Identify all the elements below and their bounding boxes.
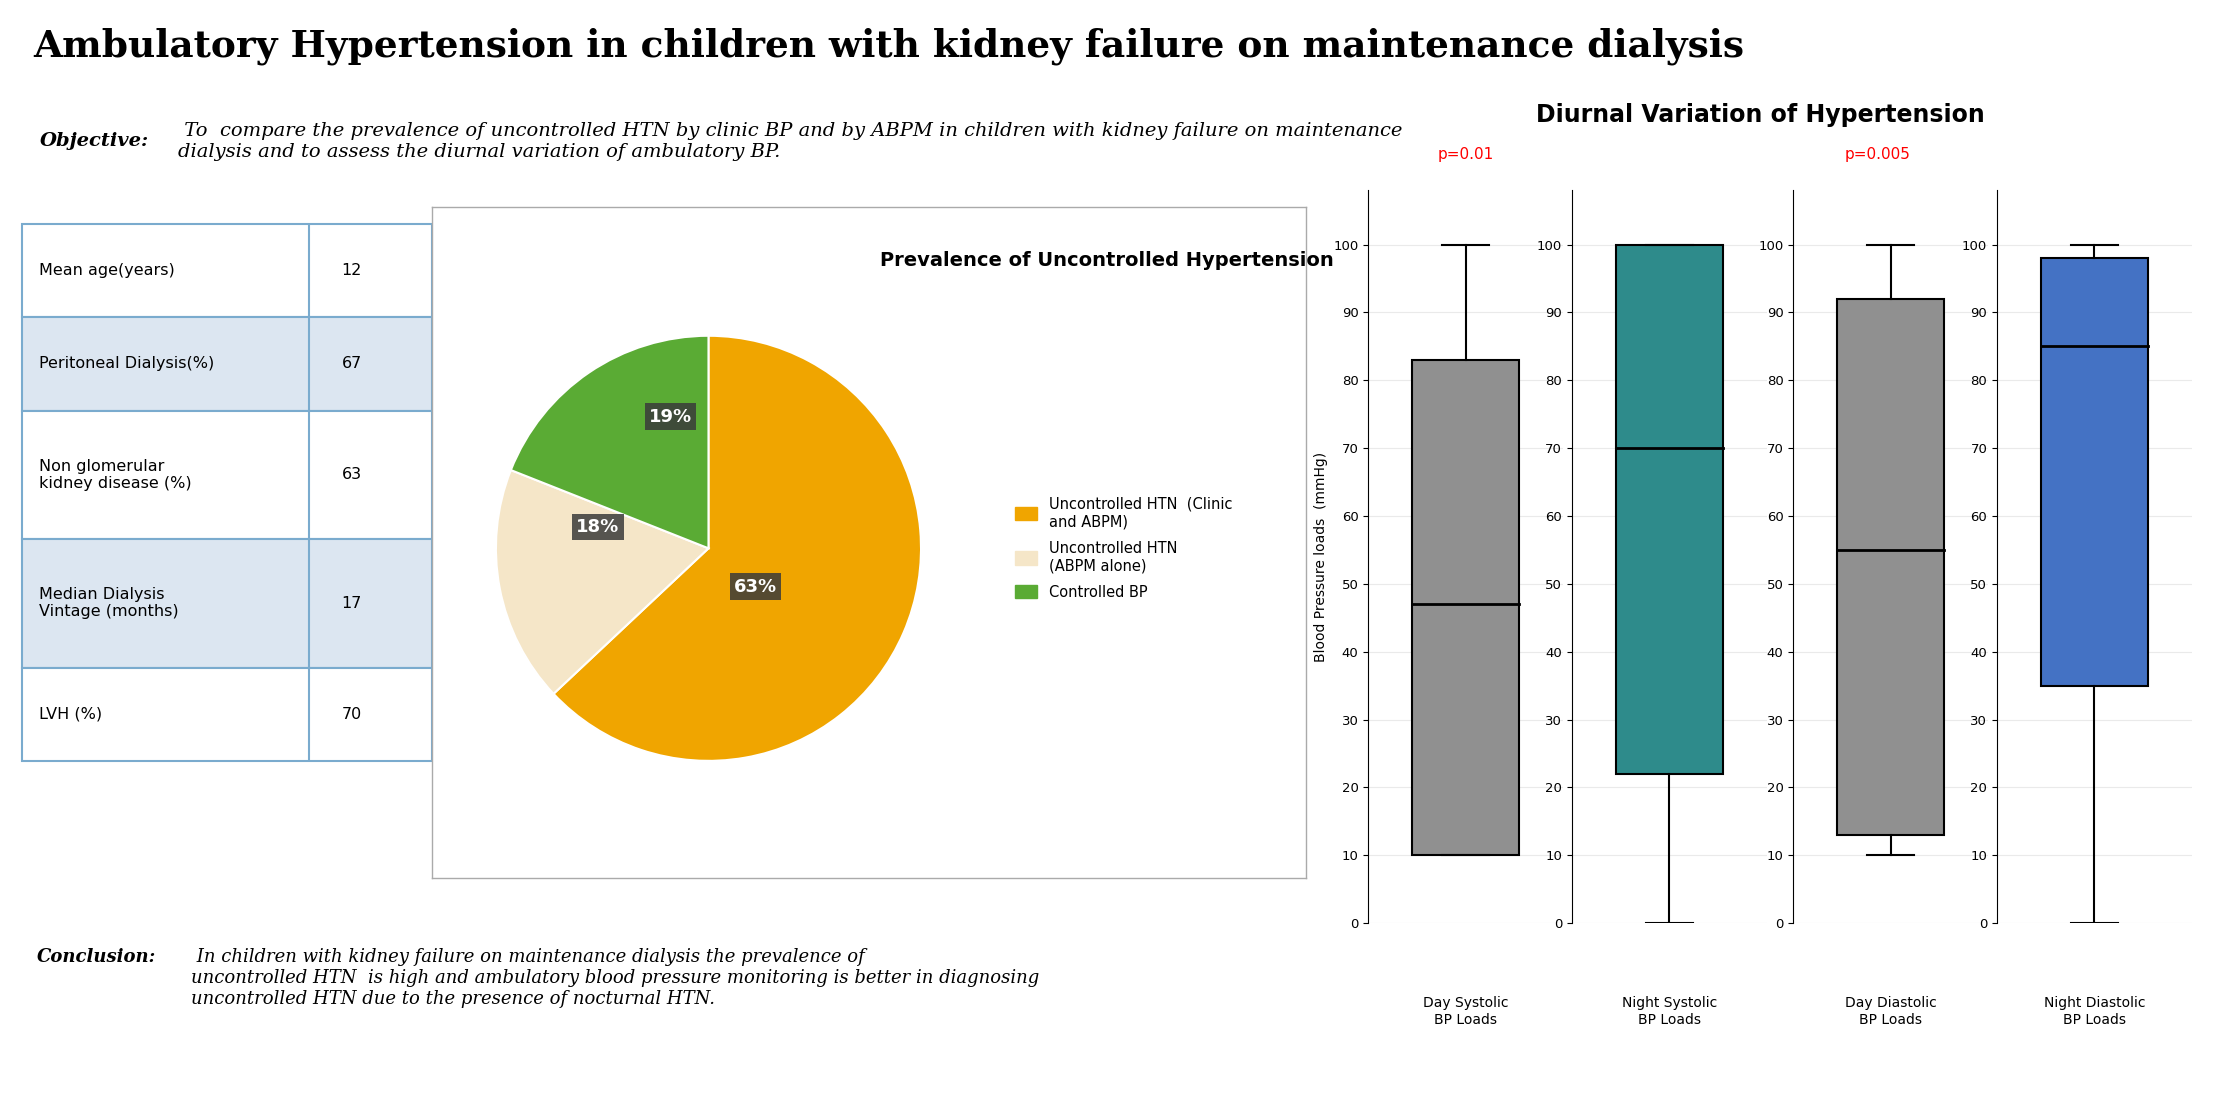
Text: Non glomerular
kidney disease (%): Non glomerular kidney disease (%) <box>38 459 190 491</box>
Bar <box>22 539 432 668</box>
Text: Peritoneal Dialysis(%): Peritoneal Dialysis(%) <box>38 357 215 372</box>
Text: Median Dialysis
Vintage (months): Median Dialysis Vintage (months) <box>38 587 177 620</box>
Bar <box>22 411 432 539</box>
Wedge shape <box>554 336 921 761</box>
Y-axis label: Blood Pressure loads  (mmHg): Blood Pressure loads (mmHg) <box>1313 452 1328 661</box>
Text: Ambulatory Hypertension in children with kidney failure on maintenance dialysis: Ambulatory Hypertension in children with… <box>33 28 1745 66</box>
Text: Night Systolic
BP Loads: Night Systolic BP Loads <box>1621 997 1718 1026</box>
Text: 17: 17 <box>341 595 363 611</box>
Bar <box>22 224 432 317</box>
Legend: Uncontrolled HTN  (Clinic
and ABPM), Uncontrolled HTN
(ABPM alone), Controlled B: Uncontrolled HTN (Clinic and ABPM), Unco… <box>1007 489 1240 608</box>
Text: LVH (%): LVH (%) <box>38 707 102 722</box>
Text: In children with kidney failure on maintenance dialysis the prevalence of
uncont: In children with kidney failure on maint… <box>190 948 1038 1008</box>
Bar <box>1413 360 1519 855</box>
Text: Mean age(years): Mean age(years) <box>38 263 175 278</box>
Title: Prevalence of Uncontrolled Hypertension: Prevalence of Uncontrolled Hypertension <box>881 251 1333 270</box>
Bar <box>1838 299 1944 835</box>
Text: 12: 12 <box>341 263 363 278</box>
Text: Conclusion:: Conclusion: <box>38 948 157 966</box>
Text: To  compare the prevalence of uncontrolled HTN by clinic BP and by ABPM in child: To compare the prevalence of uncontrolle… <box>179 122 1404 160</box>
Text: p=0.005: p=0.005 <box>1844 148 1911 162</box>
Bar <box>22 668 432 761</box>
Text: 18%: 18% <box>576 518 620 536</box>
Text: Night Diastolic
BP Loads: Night Diastolic BP Loads <box>2044 997 2145 1026</box>
Text: 67: 67 <box>341 357 361 372</box>
Text: 63%: 63% <box>733 577 777 595</box>
Bar <box>2041 258 2148 686</box>
Text: 70: 70 <box>341 707 361 722</box>
Bar <box>22 317 432 411</box>
Text: Day Systolic
BP Loads: Day Systolic BP Loads <box>1424 997 1508 1026</box>
Text: 19%: 19% <box>649 407 691 425</box>
Text: 63: 63 <box>341 468 361 482</box>
Wedge shape <box>496 470 708 694</box>
Text: Objective:: Objective: <box>40 132 148 150</box>
Text: p=0.01: p=0.01 <box>1437 148 1494 162</box>
Text: Diurnal Variation of Hypertension: Diurnal Variation of Hypertension <box>1537 103 1984 128</box>
Text: Day Diastolic
BP Loads: Day Diastolic BP Loads <box>1844 997 1937 1026</box>
Bar <box>1616 245 1722 774</box>
Wedge shape <box>511 336 708 548</box>
